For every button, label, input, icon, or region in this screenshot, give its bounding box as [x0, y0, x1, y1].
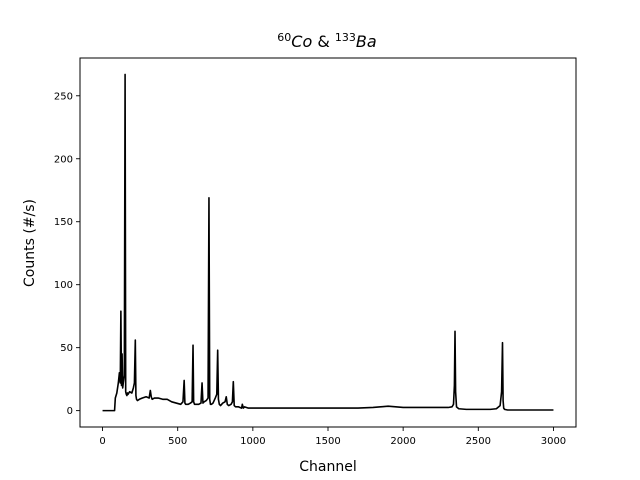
y-tick-label: 200	[54, 154, 73, 165]
title-element-2: Ba	[356, 32, 377, 51]
x-tick-label: 2500	[466, 436, 491, 447]
y-axis-ticks: 0 50 100 150 200 250	[54, 91, 80, 417]
y-axis-label: Counts (#/s)	[22, 199, 38, 287]
y-tick-label: 50	[60, 343, 73, 354]
title-element-1: Co	[291, 32, 312, 51]
x-tick-label: 1500	[315, 436, 340, 447]
plot-frame	[79, 57, 577, 428]
title-joiner: &	[312, 32, 335, 51]
x-axis-ticks: 0 500 1000 1500 2000 2500 3000	[99, 427, 566, 447]
x-tick-label: 500	[168, 436, 187, 447]
x-axis-label: Channel	[299, 459, 356, 475]
chart-title: 60Co & 133Ba	[277, 31, 376, 51]
title-superscript-1: 60	[277, 31, 291, 44]
spectrum-line-0	[102, 73, 554, 412]
y-tick-label: 250	[54, 91, 73, 102]
y-tick-label: 150	[54, 217, 73, 228]
y-tick-label: 100	[54, 280, 73, 291]
x-tick-label: 3000	[541, 436, 566, 447]
x-tick-label: 1000	[240, 436, 265, 447]
x-tick-label: 0	[99, 436, 105, 447]
plot-area	[102, 73, 554, 412]
x-tick-label: 2000	[390, 436, 415, 447]
title-superscript-2: 133	[335, 31, 356, 44]
y-tick-label: 0	[67, 406, 73, 417]
